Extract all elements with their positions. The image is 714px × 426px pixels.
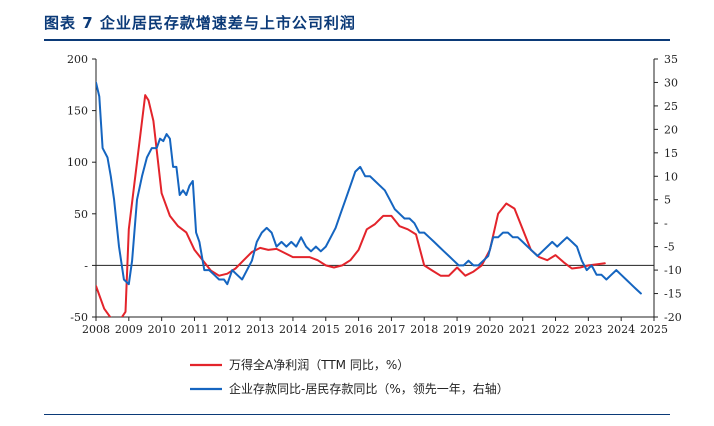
left-tick-label: -	[84, 259, 88, 272]
x-tick-label: 2021	[509, 323, 537, 336]
right-tick-label: 5	[664, 194, 671, 207]
x-tick-label: 2023	[574, 323, 602, 336]
x-tick-label: 2020	[476, 323, 504, 336]
axes: 20015010050--503530252015105--5-10-15-20…	[67, 53, 682, 336]
right-tick-label: 30	[664, 76, 678, 89]
right-tick-label: -10	[664, 264, 682, 277]
title-bar: 图表 7 企业居民存款增速差与上市公司利润	[0, 0, 714, 40]
right-tick-label: -15	[664, 288, 682, 301]
right-tick-label: 10	[664, 170, 678, 183]
chart-title: 图表 7 企业居民存款增速差与上市公司利润	[44, 14, 356, 32]
left-tick-label: -50	[70, 311, 88, 324]
x-tick-label: 2024	[607, 323, 635, 336]
right-tick-label: -20	[664, 311, 682, 324]
x-tick-label: 2015	[312, 323, 340, 336]
footer-rule	[44, 414, 670, 415]
x-tick-label: 2022	[542, 323, 570, 336]
right-tick-label: 35	[664, 53, 678, 66]
left-tick-label: 200	[67, 53, 88, 66]
right-tick-label: -	[664, 217, 668, 230]
x-tick-label: 2016	[345, 323, 373, 336]
series-line-profit	[96, 94, 606, 317]
legend: 万得全A净利润（TTM 同比，%） 企业存款同比-居民存款同比（%，领先一年，右轴…	[190, 357, 509, 396]
x-tick-label: 2011	[180, 323, 208, 336]
legend-label: 万得全A净利润（TTM 同比，%）	[229, 357, 409, 372]
left-tick-label: 150	[67, 105, 88, 118]
right-tick-label: -5	[664, 241, 675, 254]
x-tick-label: 2019	[443, 323, 471, 336]
x-tick-label: 2018	[410, 323, 438, 336]
x-tick-label: 2025	[640, 323, 668, 336]
right-tick-label: 15	[664, 147, 678, 160]
x-tick-label: 2012	[213, 323, 241, 336]
right-tick-label: 25	[664, 100, 678, 113]
x-tick-label: 2008	[82, 323, 110, 336]
title-rule	[44, 39, 670, 41]
series-lines	[96, 81, 642, 317]
x-tick-label: 2009	[115, 323, 143, 336]
x-tick-label: 2017	[377, 323, 405, 336]
left-tick-label: 100	[67, 156, 88, 169]
x-tick-label: 2014	[279, 323, 307, 336]
x-tick-label: 2013	[246, 323, 274, 336]
right-tick-label: 20	[664, 123, 678, 136]
chart: 20015010050--503530252015105--5-10-15-20…	[67, 53, 682, 396]
legend-label: 企业存款同比-居民存款同比（%，领先一年，右轴）	[229, 381, 509, 396]
series-line-deposit-gap	[96, 81, 642, 295]
left-tick-label: 50	[74, 208, 88, 221]
x-tick-label: 2010	[148, 323, 176, 336]
